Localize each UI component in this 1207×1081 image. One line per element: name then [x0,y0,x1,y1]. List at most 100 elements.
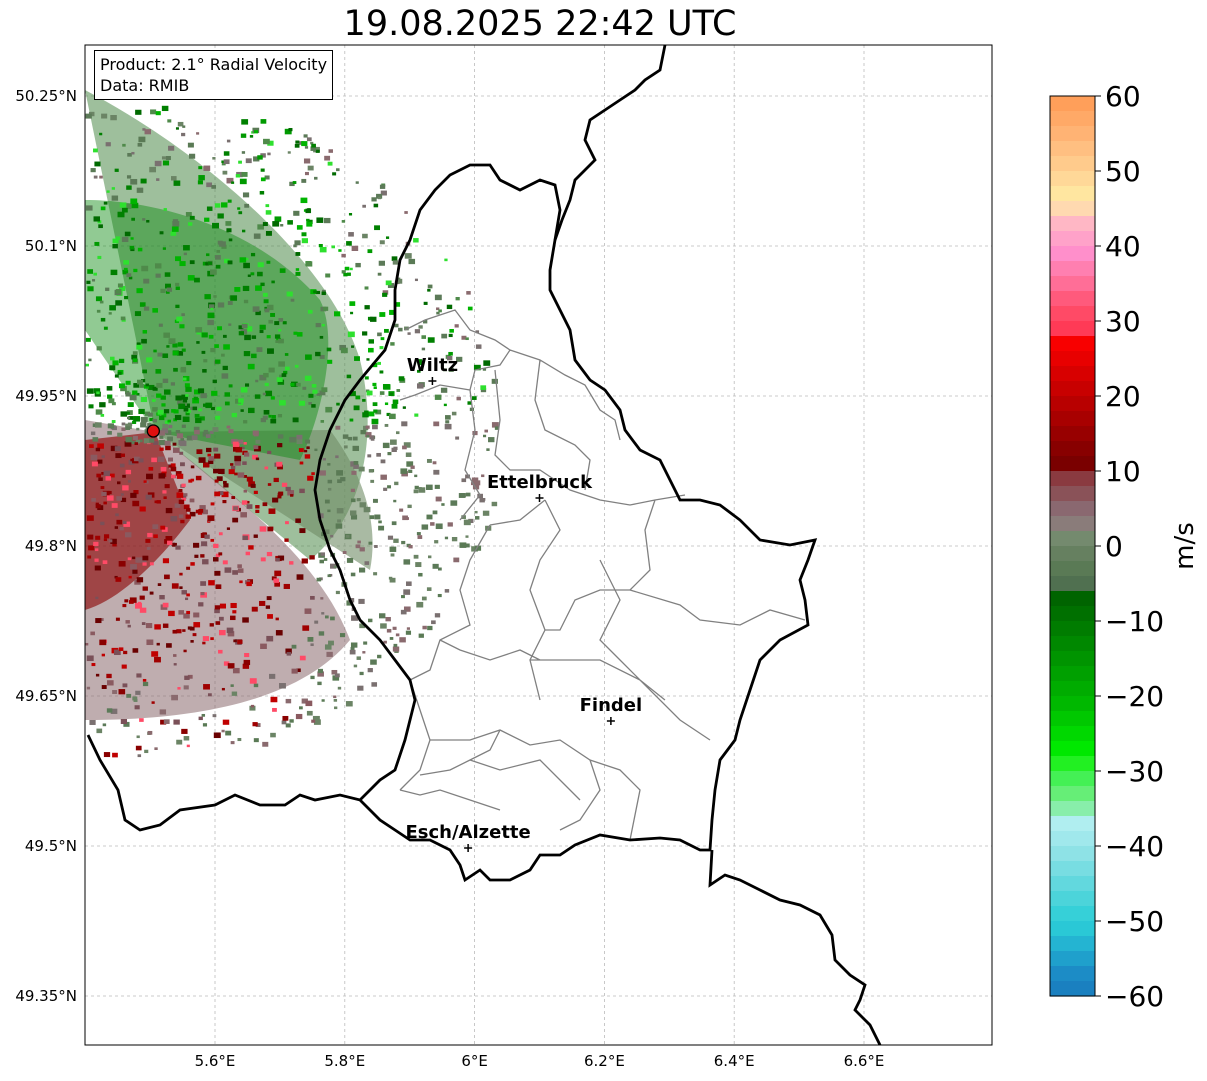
velocity-pixel [203,429,209,434]
velocity-pixel [305,261,313,267]
velocity-pixel [426,514,433,520]
velocity-pixel [259,526,267,532]
velocity-pixel [137,142,143,147]
velocity-pixel [208,459,214,465]
velocity-pixel [128,575,132,579]
velocity-pixel [142,555,149,561]
velocity-pixel [114,575,118,579]
velocity-pixel [299,528,306,534]
velocity-pixel [455,436,460,440]
velocity-pixel [128,460,135,465]
velocity-pixel [124,441,132,447]
velocity-pixel [215,415,221,420]
velocity-pixel [100,413,105,417]
velocity-pixel [265,230,272,236]
velocity-pixel [274,570,282,577]
velocity-pixel [86,280,91,284]
velocity-pixel [255,723,261,728]
velocity-pixel [401,540,406,545]
velocity-pixel [212,222,220,229]
velocity-pixel [210,347,216,353]
velocity-pixel [140,422,147,428]
velocity-pixel [143,306,150,311]
velocity-pixel [341,220,346,223]
velocity-pixel [333,565,337,569]
velocity-pixel [221,687,225,691]
velocity-pixel [233,506,239,511]
velocity-pixel [243,475,248,478]
velocity-pixel [131,151,135,155]
velocity-pixel [465,337,469,341]
velocity-pixel [370,659,377,665]
velocity-pixel [222,365,228,371]
velocity-pixel [353,464,359,469]
velocity-pixel [242,617,249,623]
velocity-pixel [326,347,332,352]
velocity-pixel [136,344,143,350]
velocity-pixel [384,423,389,427]
velocity-pixel [160,719,167,725]
velocity-pixel [198,716,203,721]
velocity-pixel [181,394,188,400]
velocity-pixel [414,485,419,490]
velocity-pixel [434,540,439,544]
velocity-pixel [305,354,312,360]
velocity-pixel [260,119,267,124]
velocity-pixel [186,593,190,597]
velocity-pixel [404,211,408,214]
velocity-pixel [90,454,98,461]
velocity-pixel [346,241,352,246]
france-germany-border [708,849,882,1045]
velocity-pixel [93,148,98,153]
velocity-pixel [257,224,264,230]
velocity-pixel [435,523,443,530]
velocity-pixel [178,499,185,505]
velocity-pixel [302,386,307,390]
velocity-pixel [179,572,183,576]
velocity-pixel [392,399,399,404]
city-marker [428,377,437,385]
velocity-pixel [133,490,139,495]
velocity-pixel [93,272,97,276]
velocity-pixel [208,334,214,339]
velocity-pixel [471,396,477,400]
velocity-pixel [387,485,392,489]
velocity-pixel [426,587,432,591]
velocity-pixel [368,469,374,473]
velocity-pixel [170,176,177,181]
velocity-pixel [356,498,361,502]
velocity-pixel [160,395,166,400]
velocity-pixel [115,513,119,517]
velocity-pixel [118,561,126,567]
velocity-pixel [93,216,101,222]
velocity-pixel [255,509,260,513]
velocity-pixel [332,675,340,681]
velocity-pixel [146,219,150,223]
velocity-pixel [204,534,210,539]
velocity-pixel [121,664,127,669]
velocity-pixel [416,601,424,608]
velocity-pixel [133,435,138,440]
velocity-pixel [133,416,141,422]
velocity-pixel [368,618,373,623]
velocity-pixel [392,646,400,652]
velocity-pixel [107,680,114,686]
velocity-pixel [306,218,310,222]
velocity-pixel [483,360,491,366]
velocity-pixel [279,268,286,273]
map-title: 19.08.2025 22:42 UTC [343,4,737,44]
velocity-pixel [130,178,138,185]
velocity-pixel [355,395,361,400]
velocity-pixel [200,591,205,596]
velocity-pixel [225,730,232,736]
velocity-pixel [321,291,326,296]
velocity-pixel [241,323,248,329]
velocity-pixel [133,383,140,388]
velocity-pixel [426,458,432,463]
velocity-pixel [150,109,157,115]
velocity-pixel [179,261,186,267]
velocity-pixel [372,424,378,430]
velocity-pixel [375,409,382,415]
velocity-pixel [157,409,164,415]
velocity-pixel [209,430,214,434]
